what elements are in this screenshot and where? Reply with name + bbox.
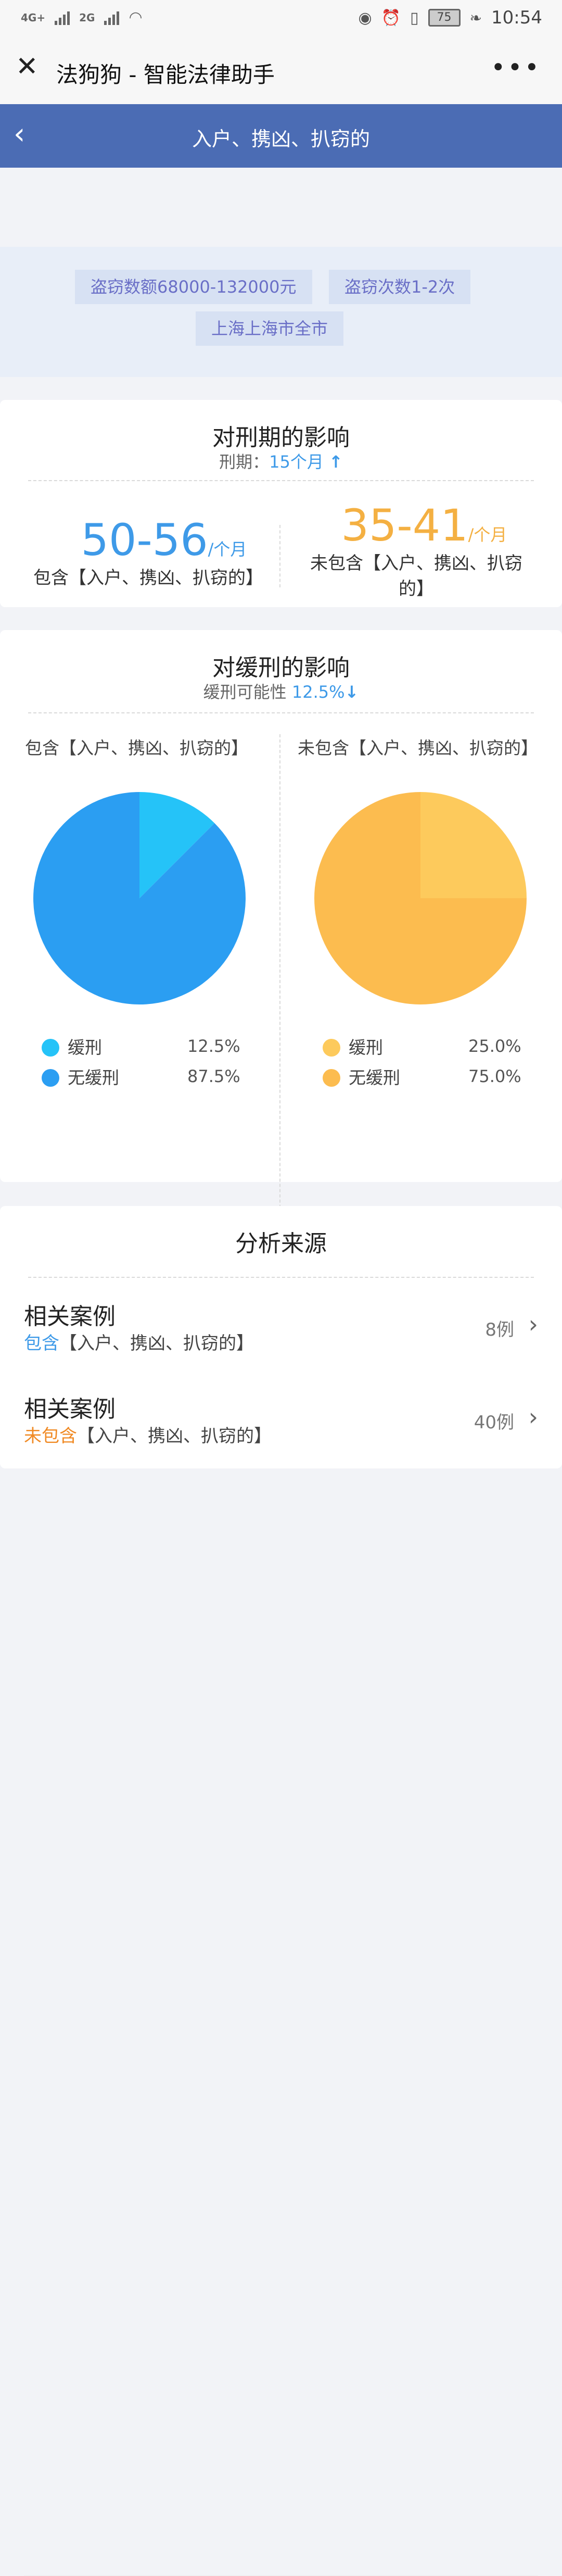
page-header: ‹ 入户、携凶、扒窃的 bbox=[0, 104, 562, 168]
probation-title: 对缓刑的影响 bbox=[212, 655, 350, 681]
network-type-4g: 4G+ bbox=[21, 11, 46, 24]
probation-subtitle: 缓刑可能性 12.5%↓ bbox=[0, 679, 562, 703]
sentence-col-divider bbox=[279, 525, 280, 587]
case-count: 8例 bbox=[485, 1320, 514, 1340]
chevron-right-icon: › bbox=[528, 1310, 538, 1338]
arrow-up-icon: ↑ bbox=[329, 452, 343, 472]
sentence-subtitle: 刑期：15个月 ↑ bbox=[0, 449, 562, 473]
chevron-right-icon: › bbox=[528, 1403, 538, 1431]
pie-slice-无缓刑 bbox=[314, 792, 527, 1004]
leaf-icon: ❧ bbox=[469, 9, 482, 27]
app-titlebar: ✕ 法狗狗 - 智能法律助手 ••• bbox=[0, 40, 562, 105]
case-subtitle: 包含【入户、携凶、扒窃的】 bbox=[24, 1329, 254, 1354]
sources-card: 分析来源 相关案例 包含【入户、携凶、扒窃的】 8例 › 相关案例 未包含【入户… bbox=[0, 1206, 562, 2576]
sentence-title: 对刑期的影响 bbox=[212, 424, 350, 451]
sentence-included: 50-56/个月 包含【入户、携凶、扒窃的】 bbox=[21, 517, 276, 589]
signal-icon-2 bbox=[104, 10, 120, 25]
arrow-down-icon: ↓ bbox=[344, 682, 359, 702]
excluded-label-line1: 未包含【入户、携凶、扒窃 bbox=[310, 553, 522, 574]
condition-tags: 盗窃数额68000-132000元 盗窃次数1-2次 上海上海市全市 bbox=[0, 247, 562, 377]
excluded-unit: /个月 bbox=[468, 525, 507, 545]
more-icon[interactable]: ••• bbox=[491, 53, 541, 82]
close-icon[interactable]: ✕ bbox=[16, 51, 39, 82]
legend-label: 缓刑 bbox=[68, 1037, 102, 1058]
included-unit: /个月 bbox=[208, 539, 247, 559]
tag-times: 盗窃次数1-2次 bbox=[329, 270, 471, 304]
sentence-card: 对刑期的影响 刑期：15个月 ↑ 50-56/个月 包含【入户、携凶、扒窃的】 … bbox=[0, 400, 562, 607]
divider bbox=[28, 1277, 534, 1278]
case-row-excluded[interactable]: 相关案例 未包含【入户、携凶、扒窃的】 40例 › bbox=[0, 1377, 562, 1467]
eye-icon: ◉ bbox=[358, 8, 372, 27]
pie-col-divider bbox=[279, 734, 280, 1250]
case-row-included[interactable]: 相关案例 包含【入户、携凶、扒窃的】 8例 › bbox=[0, 1284, 562, 1375]
page-title: 入户、携凶、扒窃的 bbox=[191, 128, 370, 150]
legend-dot bbox=[42, 1039, 59, 1057]
case-title: 相关案例 bbox=[24, 1303, 116, 1330]
pie-right-title: 未包含【入户、携凶、扒窃的】 bbox=[298, 738, 538, 758]
probation-card: 对缓刑的影响 缓刑可能性 12.5%↓ 包含【入户、携凶、扒窃的】 未包含【入户… bbox=[0, 630, 562, 1250]
legend-value: 25.0% bbox=[468, 1036, 521, 1056]
probation-sub-value: 12.5% bbox=[291, 682, 345, 702]
sentence-excluded: 35-41/个月 未包含【入户、携凶、扒窃 的】 bbox=[291, 502, 541, 600]
case-prefix: 未包含 bbox=[24, 1426, 77, 1447]
pie-slice-缓刑 bbox=[139, 792, 215, 898]
pie-chart-excluded bbox=[314, 792, 527, 1004]
divider bbox=[28, 712, 534, 713]
battery-icon: 75 bbox=[428, 9, 461, 27]
alarm-icon: ⏰ bbox=[381, 8, 401, 27]
sentence-sub-value: 15个月 bbox=[269, 452, 324, 472]
network-type-2g: 2G bbox=[79, 11, 95, 24]
case-title: 相关案例 bbox=[24, 1396, 116, 1423]
included-label: 包含【入户、携凶、扒窃的】 bbox=[33, 568, 263, 588]
legend-label: 缓刑 bbox=[349, 1037, 383, 1058]
case-rest: 【入户、携凶、扒窃的】 bbox=[59, 1333, 254, 1354]
legend-dot bbox=[323, 1039, 340, 1057]
probation-sub-label: 缓刑可能性 bbox=[203, 682, 287, 702]
vibrate-icon: ▯ bbox=[410, 8, 419, 27]
pie-slice-缓刑 bbox=[420, 792, 527, 898]
wifi-icon: ◠ bbox=[129, 8, 143, 27]
clock: 10:54 bbox=[491, 7, 542, 28]
pie-chart-included bbox=[33, 792, 246, 1004]
legend-value: 12.5% bbox=[187, 1036, 240, 1056]
excluded-value: 35-41 bbox=[341, 500, 468, 551]
legend-label: 无缓刑 bbox=[349, 1067, 400, 1088]
pie-slice-无缓刑 bbox=[33, 792, 246, 1004]
legend-value: 87.5% bbox=[187, 1066, 240, 1086]
back-icon[interactable]: ‹ bbox=[14, 117, 25, 151]
legend-label: 无缓刑 bbox=[68, 1067, 119, 1088]
app-title: 法狗狗 - 智能法律助手 bbox=[56, 62, 275, 87]
included-value: 50-56 bbox=[81, 514, 208, 566]
legend-dot bbox=[42, 1069, 59, 1087]
divider bbox=[28, 480, 534, 481]
pie-left-title: 包含【入户、携凶、扒窃的】 bbox=[25, 738, 248, 758]
case-rest: 【入户、携凶、扒窃的】 bbox=[77, 1426, 272, 1447]
case-subtitle: 未包含【入户、携凶、扒窃的】 bbox=[24, 1422, 272, 1447]
legend-dot bbox=[323, 1069, 340, 1087]
signal-icon bbox=[55, 10, 70, 25]
tag-region: 上海上海市全市 bbox=[196, 311, 344, 346]
tag-amount: 盗窃数额68000-132000元 bbox=[75, 270, 312, 304]
excluded-label-line2: 的】 bbox=[399, 579, 434, 599]
case-prefix: 包含 bbox=[24, 1333, 59, 1354]
case-count: 40例 bbox=[474, 1412, 514, 1433]
sources-title: 分析来源 bbox=[235, 1230, 327, 1257]
legend-value: 75.0% bbox=[468, 1066, 521, 1086]
sentence-sub-label: 刑期： bbox=[219, 452, 270, 472]
status-bar: 4G+ 2G ◠ ◉ ⏰ ▯ 75 ❧ 10:54 bbox=[0, 0, 562, 40]
